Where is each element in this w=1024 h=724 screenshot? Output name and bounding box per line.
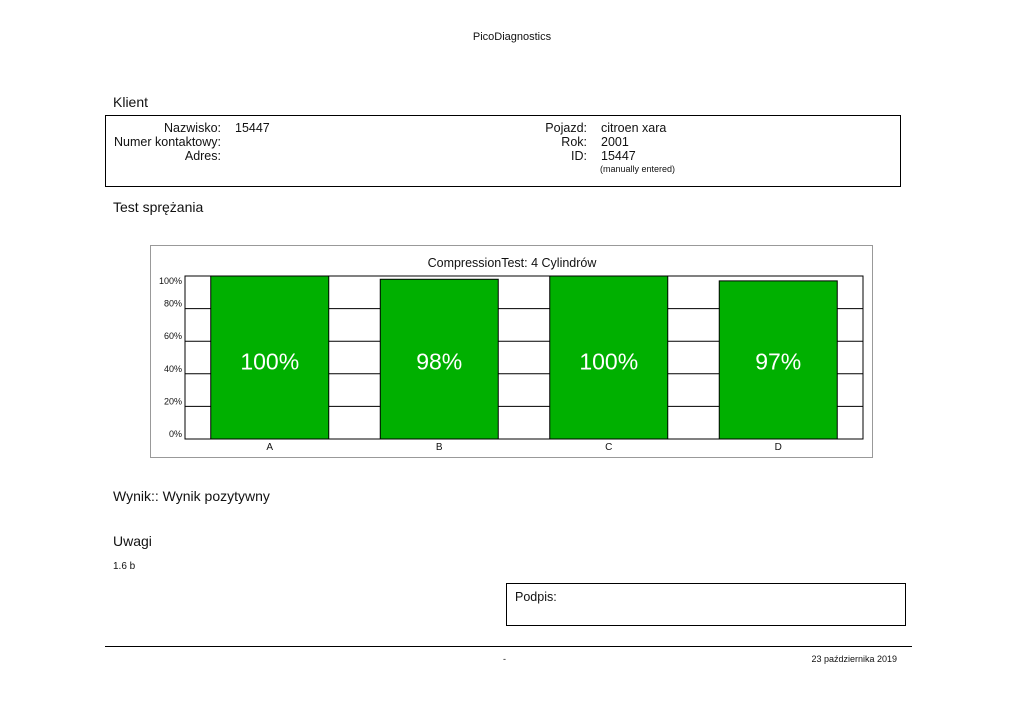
y-tick-label: 60% bbox=[164, 331, 182, 341]
chart-x-axis: A B C D bbox=[266, 442, 781, 453]
chart-canvas: CompressionTest: 4 Cylindrów 100% 98% 100%… bbox=[159, 256, 864, 453]
y-tick-label: 20% bbox=[164, 396, 182, 406]
notes-text: 1.6 b bbox=[113, 561, 136, 572]
id-note: (manually entered) bbox=[600, 164, 676, 174]
y-tick-label: 100% bbox=[159, 276, 182, 286]
vehicle-label: Pojazd: bbox=[545, 121, 587, 135]
x-tick-label: B bbox=[436, 442, 443, 453]
bar-data-label: 100% bbox=[579, 349, 638, 375]
chart-y-axis: 0% 20% 40% 60% 80% 100% bbox=[159, 276, 182, 439]
compression-chart: CompressionTest: 4 Cylindrów 100% 98% 100%… bbox=[150, 245, 873, 458]
name-label: Nazwisko: bbox=[164, 121, 221, 135]
name-value: 15447 bbox=[235, 121, 270, 135]
chart-title: CompressionTest: 4 Cylindrów bbox=[428, 256, 598, 270]
plot-border bbox=[184, 275, 864, 440]
bar-d bbox=[718, 280, 838, 440]
signature-box: Podpis: bbox=[506, 583, 906, 626]
chart-bars: 100% 98% 100% 97% bbox=[210, 275, 838, 440]
signature-label: Podpis: bbox=[515, 590, 557, 604]
year-value: 2001 bbox=[601, 135, 629, 149]
bar-data-label: 100% bbox=[240, 349, 299, 375]
report-header-title: PicoDiagnostics bbox=[472, 31, 552, 43]
footer-divider bbox=[105, 646, 912, 647]
result-text: Wynik:: Wynik pozytywny bbox=[113, 488, 270, 504]
x-tick-label: D bbox=[775, 442, 782, 453]
plot-frame bbox=[184, 275, 864, 440]
address-label: Adres: bbox=[184, 149, 221, 163]
id-value: 15447 bbox=[601, 149, 636, 163]
notes-section-title: Uwagi bbox=[113, 533, 152, 549]
test-section-title: Test sprężania bbox=[113, 199, 204, 215]
client-info-box: Nazwisko: 15447 Numer kontaktowy: Adres:… bbox=[105, 115, 901, 187]
vehicle-value: citroen xara bbox=[601, 121, 667, 135]
bar-b bbox=[379, 278, 499, 440]
contact-label: Numer kontaktowy: bbox=[114, 135, 221, 149]
footer-center-text: - bbox=[503, 654, 506, 664]
bar-data-label: 98% bbox=[416, 349, 462, 375]
bar-data-label: 97% bbox=[755, 349, 801, 375]
year-label: Rok: bbox=[561, 135, 587, 149]
x-tick-label: A bbox=[266, 442, 273, 453]
id-label: ID: bbox=[571, 149, 587, 163]
bar-c bbox=[549, 275, 669, 440]
client-section-title: Klient bbox=[113, 94, 149, 110]
y-tick-label: 80% bbox=[164, 299, 182, 309]
y-tick-label: 0% bbox=[169, 429, 182, 439]
y-tick-label: 40% bbox=[164, 364, 182, 374]
footer-date: 23 października 2019 bbox=[811, 654, 897, 664]
x-tick-label: C bbox=[605, 442, 612, 453]
